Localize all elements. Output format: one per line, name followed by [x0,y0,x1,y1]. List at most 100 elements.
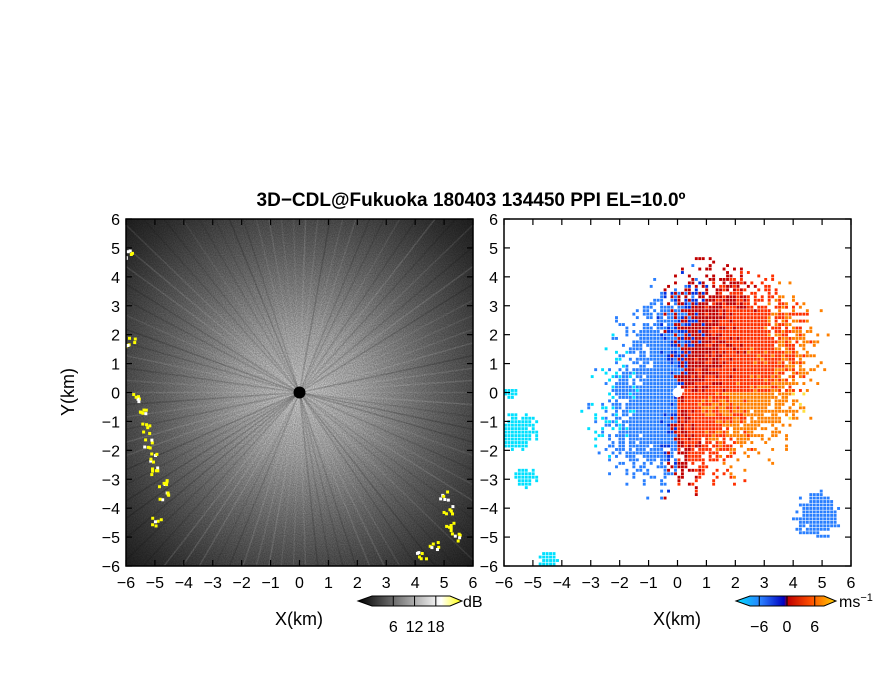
y-tick-label: 2 [489,328,498,345]
velocity-cell [743,378,747,382]
velocity-cell [750,382,754,385]
velocity-cell [691,281,695,285]
velocity-cell [663,468,667,472]
velocity-cell [757,420,761,424]
velocity-cell [514,392,518,396]
velocity-cell [701,330,705,333]
velocity-cell [705,364,709,368]
velocity-cell [701,423,705,427]
velocity-cell [698,357,702,361]
velocity-cell [798,389,802,392]
velocity-cell [771,295,775,299]
velocity-cell [812,503,816,507]
velocity-cell [771,312,775,316]
velocity-cell [809,513,813,517]
velocity-cell [674,295,677,299]
velocity-cell [691,389,695,392]
velocity-cell [743,468,747,472]
velocity-cell [687,413,691,417]
velocity-cell [712,277,716,281]
velocity-cell [632,444,636,448]
velocity-cell [653,357,657,361]
velocity-cell [826,517,830,521]
velocity-cell [743,406,747,410]
velocity-cell [618,395,622,399]
velocity-cell [726,406,729,410]
velocity-cell [608,458,611,462]
velocity-cell [660,406,664,410]
velocity-cell [646,333,650,337]
velocity-cell [771,368,775,372]
velocity-cell [778,350,782,354]
velocity-cell [781,336,785,340]
velocity-cell [635,395,639,399]
velocity-cell [687,316,691,320]
velocity-cell [663,288,667,292]
velocity-cell [504,423,507,427]
velocity-cell [715,406,719,410]
velocity-cell [771,364,775,368]
velocity-cell [680,392,684,396]
velocity-cell [764,368,768,372]
velocity-cell [684,454,688,458]
strong-echo [162,481,166,485]
velocity-cell [712,472,716,476]
left-colorbar-unit: dB [463,594,483,611]
velocity-cell [743,354,747,358]
velocity-cell [632,399,636,403]
velocity-cell [739,350,743,354]
velocity-cell [642,441,646,444]
velocity-cell [687,430,691,434]
velocity-cell [830,510,834,514]
velocity-cell [691,326,695,330]
x-tick-label: 3 [382,575,391,592]
velocity-cell [726,343,729,347]
velocity-cell [785,343,788,347]
velocity-cell [771,416,775,420]
y-tick-label: −2 [480,443,498,460]
velocity-cell [646,437,650,441]
velocity-cell [760,364,764,368]
velocity-cell [656,316,660,320]
velocity-cell [621,364,625,368]
y-tick-label: 3 [111,299,120,316]
velocity-cell [642,361,646,365]
velocity-cell [663,444,667,448]
velocity-cell [736,423,740,427]
velocity-cell [698,336,702,340]
velocity-cell [628,375,632,379]
velocity-cell [632,385,636,389]
velocity-cell [646,316,650,320]
velocity-cell [674,336,677,340]
x-tick-label: −3 [582,575,600,592]
velocity-cell [785,378,788,382]
velocity-cell [674,448,677,451]
velocity-cell [812,517,816,521]
velocity-cell [743,416,747,420]
velocity-cell [698,305,702,309]
velocity-cell [750,316,754,320]
velocity-cell [705,347,709,351]
velocity-cell [639,409,643,413]
velocity-cell [781,319,785,323]
velocity-cell [722,350,726,354]
velocity-cell [736,343,740,347]
velocity-cell [743,413,747,417]
velocity-cell [750,323,754,326]
velocity-cell [826,496,830,500]
velocity-cell [656,340,660,344]
velocity-cell [774,316,778,320]
velocity-cell [698,441,702,444]
velocity-cell [524,444,528,448]
velocity-cell [701,461,705,465]
velocity-cell [628,350,632,354]
velocity-cell [795,361,799,365]
velocity-cell [691,333,695,337]
velocity-cell [528,423,532,427]
velocity-cell [708,340,712,344]
velocity-cell [639,399,643,403]
velocity-cell [701,448,705,451]
x-tick-label: −5 [524,575,542,592]
velocity-cell [708,354,712,358]
